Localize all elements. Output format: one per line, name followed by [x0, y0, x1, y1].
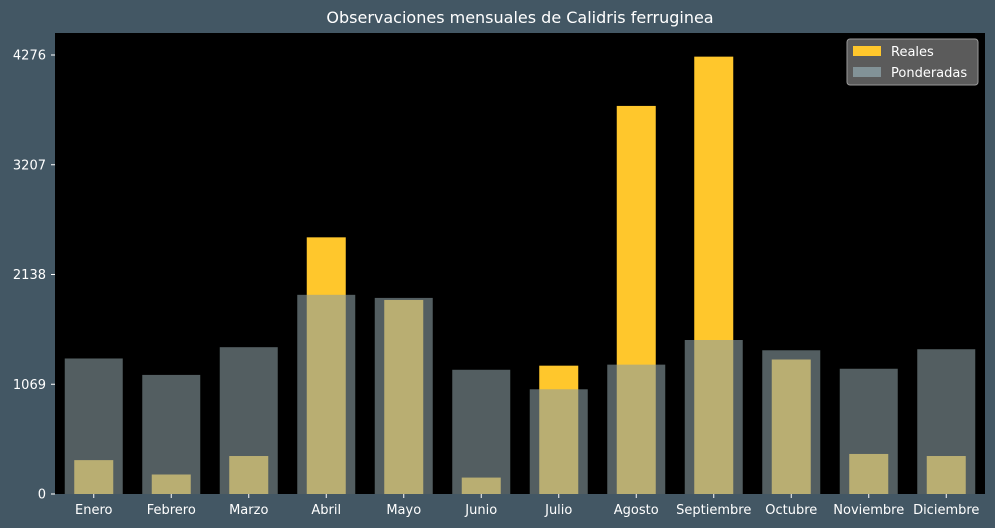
x-tick-label: Julio	[544, 503, 572, 518]
bar-ponderadas-febrero	[142, 374, 201, 494]
y-axis: 0 1069 2138 3207 4276	[13, 49, 55, 503]
y-tick-label: 3207	[13, 158, 46, 173]
legend-label-reales: Reales	[891, 45, 934, 60]
y-tick-label: 4276	[13, 49, 46, 64]
chart-title: Observaciones mensuales de Calidris ferr…	[326, 8, 713, 27]
x-tick-label: Octubre	[765, 503, 817, 518]
bar-ponderadas-septiembre	[684, 340, 743, 494]
legend-swatch-reales	[853, 46, 881, 56]
legend-label-ponderadas: Ponderadas	[891, 66, 967, 81]
bar-ponderadas-octubre	[762, 350, 821, 494]
bar-ponderadas-agosto	[607, 364, 666, 494]
legend-swatch-ponderadas	[853, 67, 881, 77]
bar-ponderadas-enero	[64, 358, 123, 494]
plot-area	[55, 33, 985, 494]
bar-ponderadas-marzo	[219, 347, 278, 494]
x-tick-label: Febrero	[147, 503, 196, 518]
x-tick-label: Abril	[311, 503, 341, 518]
x-tick-label: Mayo	[386, 503, 421, 518]
x-tick-label: Junio	[464, 503, 497, 518]
x-tick-label: Noviembre	[833, 503, 904, 518]
bar-ponderadas-julio	[529, 389, 588, 494]
x-tick-label: Diciembre	[913, 503, 979, 518]
x-tick-label: Enero	[75, 503, 113, 518]
y-tick-label: 0	[38, 488, 46, 503]
series-ponderadas	[64, 294, 976, 494]
bar-ponderadas-mayo	[374, 297, 433, 494]
bar-ponderadas-noviembre	[839, 368, 898, 494]
x-axis: Enero Febrero Marzo Abril Mayo Junio Julio Agos…	[75, 494, 979, 518]
x-tick-label: Septiembre	[676, 503, 751, 518]
y-tick-label: 1069	[13, 378, 46, 393]
x-tick-label: Marzo	[229, 503, 268, 518]
y-tick-label: 2138	[13, 268, 46, 283]
legend: Reales Ponderadas	[846, 38, 979, 86]
x-tick-label: Agosto	[614, 503, 659, 518]
bar-ponderadas-diciembre	[917, 349, 976, 494]
bar-ponderadas-junio	[452, 369, 511, 494]
bar-ponderadas-abril	[297, 294, 356, 494]
